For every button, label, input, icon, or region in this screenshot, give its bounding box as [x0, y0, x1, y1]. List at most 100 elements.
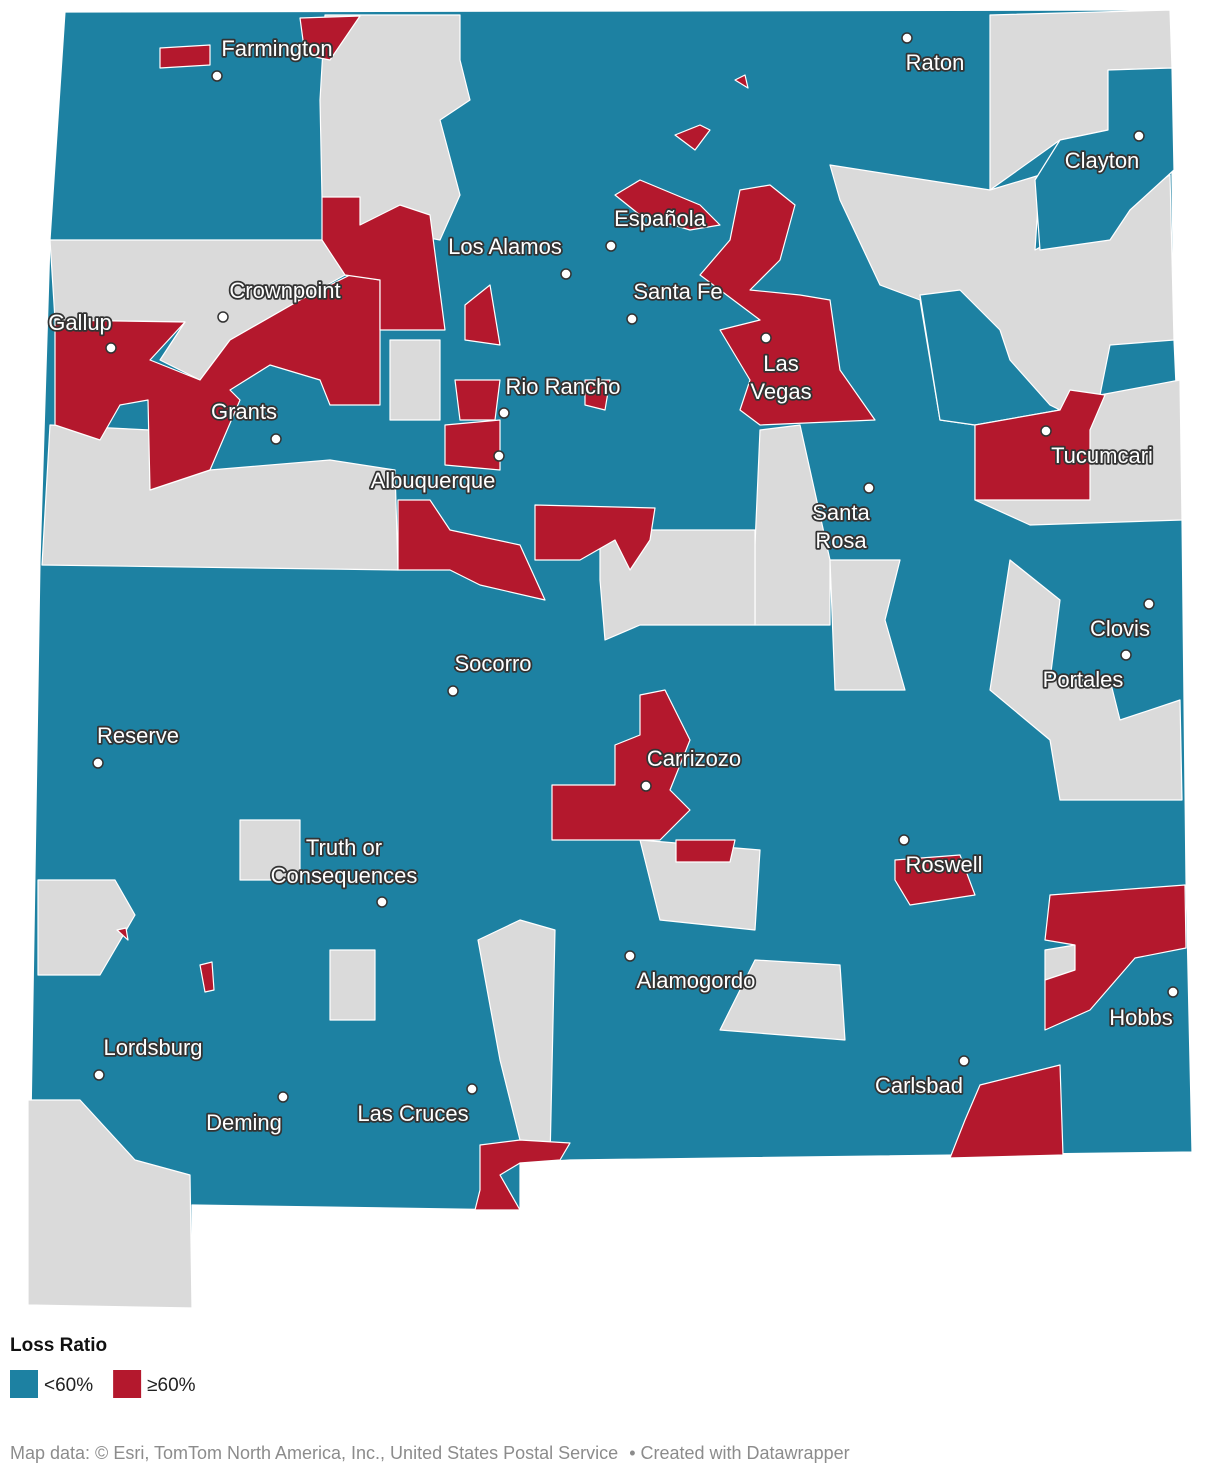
city-label: Roswell	[905, 852, 982, 877]
no-data-area	[389, 339, 441, 421]
legend-swatch	[10, 1370, 38, 1398]
city-dot	[626, 313, 638, 325]
high-ratio-area	[474, 1139, 571, 1211]
city-dot	[1040, 425, 1052, 437]
no-data-area	[719, 959, 846, 1041]
city-dot	[493, 450, 505, 462]
high-ratio-area	[159, 44, 211, 69]
city-dot	[217, 311, 229, 323]
footer: Map data: © Esri, TomTom North America, …	[10, 1443, 850, 1463]
city-dot	[560, 268, 572, 280]
city-label: Alamogordo	[637, 968, 756, 993]
city-label: Las Cruces	[357, 1101, 468, 1126]
city-dot	[92, 757, 104, 769]
city-label: Santa	[812, 500, 870, 525]
city-label: Tucumcari	[1051, 443, 1153, 468]
no-data-area	[989, 559, 1183, 801]
no-data-area	[329, 949, 376, 1021]
legend-title: Loss Ratio	[10, 1335, 107, 1356]
city-dot	[898, 834, 910, 846]
high-ratio-area	[299, 15, 361, 61]
high-ratio-area	[675, 839, 736, 863]
city-dot	[1143, 598, 1155, 610]
legend: <60% ≥60%	[10, 1370, 196, 1398]
no-data-area	[829, 559, 906, 691]
high-ratio-area	[454, 379, 501, 421]
footer-source: Map data: © Esri, TomTom North America, …	[10, 1443, 618, 1463]
high-ratio-area	[1044, 884, 1187, 1031]
city-dot	[1167, 986, 1179, 998]
city-dot	[624, 950, 636, 962]
city-label: Los Alamos	[448, 234, 562, 259]
city-label: Gallup	[48, 310, 112, 335]
city-dot	[270, 433, 282, 445]
city-label: Clovis	[1090, 616, 1150, 641]
high-ratio-area	[894, 854, 976, 906]
high-ratio-area	[534, 504, 656, 571]
city-label: Reserve	[97, 723, 179, 748]
high-ratio-area	[584, 379, 611, 411]
footer-credit: • Created with Datawrapper	[629, 1443, 849, 1463]
city-dot	[640, 780, 652, 792]
city-dot	[958, 1055, 970, 1067]
city-dot	[466, 1083, 478, 1095]
city-dot	[1133, 130, 1145, 142]
no-data-area	[829, 164, 1183, 526]
high-ratio-area	[464, 284, 501, 346]
city-dot	[498, 407, 510, 419]
high-ratio-area	[734, 74, 749, 89]
city-dot	[277, 1091, 289, 1103]
city-label: Consequences	[271, 863, 418, 888]
high-ratio-area	[397, 499, 546, 601]
city-label: Clayton	[1065, 148, 1140, 173]
no-data-area	[239, 819, 301, 881]
city-dot	[605, 240, 617, 252]
city-label: Raton	[906, 50, 965, 75]
regions	[27, 9, 1193, 1309]
city-label: Carrizozo	[647, 746, 741, 771]
high-ratio-area	[949, 1064, 1064, 1159]
city-label: Rosa	[815, 528, 867, 553]
city-dot	[760, 332, 772, 344]
city-label: Española	[614, 206, 707, 231]
city-label: Lordsburg	[103, 1035, 202, 1060]
city-label: Crownpoint	[229, 278, 340, 303]
legend-label: <60%	[44, 1375, 93, 1396]
city-dot	[211, 70, 223, 82]
city-label: Vegas	[750, 379, 811, 404]
low-ratio-area	[919, 289, 1061, 426]
low-ratio-area	[1034, 67, 1175, 251]
city-label: Albuquerque	[371, 468, 496, 493]
city-dot	[105, 342, 117, 354]
legend-swatch	[113, 1370, 142, 1398]
city-label: Portales	[1043, 667, 1124, 692]
high-ratio-area	[551, 689, 691, 841]
no-data-area	[37, 879, 136, 976]
high-ratio-area	[54, 274, 381, 491]
cities: Farmington Raton Clayton Española Los Alamos…	[46, 32, 1179, 1137]
no-data-area	[319, 14, 471, 241]
no-data-area	[27, 1099, 193, 1309]
city-dot	[863, 482, 875, 494]
city-dot	[376, 896, 388, 908]
high-ratio-area	[614, 179, 721, 231]
high-ratio-area	[444, 419, 501, 471]
city-dot	[1120, 649, 1132, 661]
city-label: Rio Rancho	[506, 374, 621, 399]
high-ratio-area	[674, 124, 711, 151]
high-ratio-area	[974, 389, 1106, 501]
high-ratio-area	[321, 196, 446, 331]
high-ratio-area	[116, 927, 129, 941]
city-label: Santa Fe	[633, 279, 722, 304]
city-label: Grants	[211, 399, 277, 424]
city-dot	[93, 1069, 105, 1081]
city-label: Truth or	[306, 835, 382, 860]
city-label: Socorro	[454, 651, 531, 676]
high-ratio-area	[199, 961, 215, 993]
city-dot	[447, 685, 459, 697]
city-label: Deming	[206, 1110, 282, 1135]
city-dot	[901, 32, 913, 44]
high-ratio-area	[699, 184, 876, 426]
